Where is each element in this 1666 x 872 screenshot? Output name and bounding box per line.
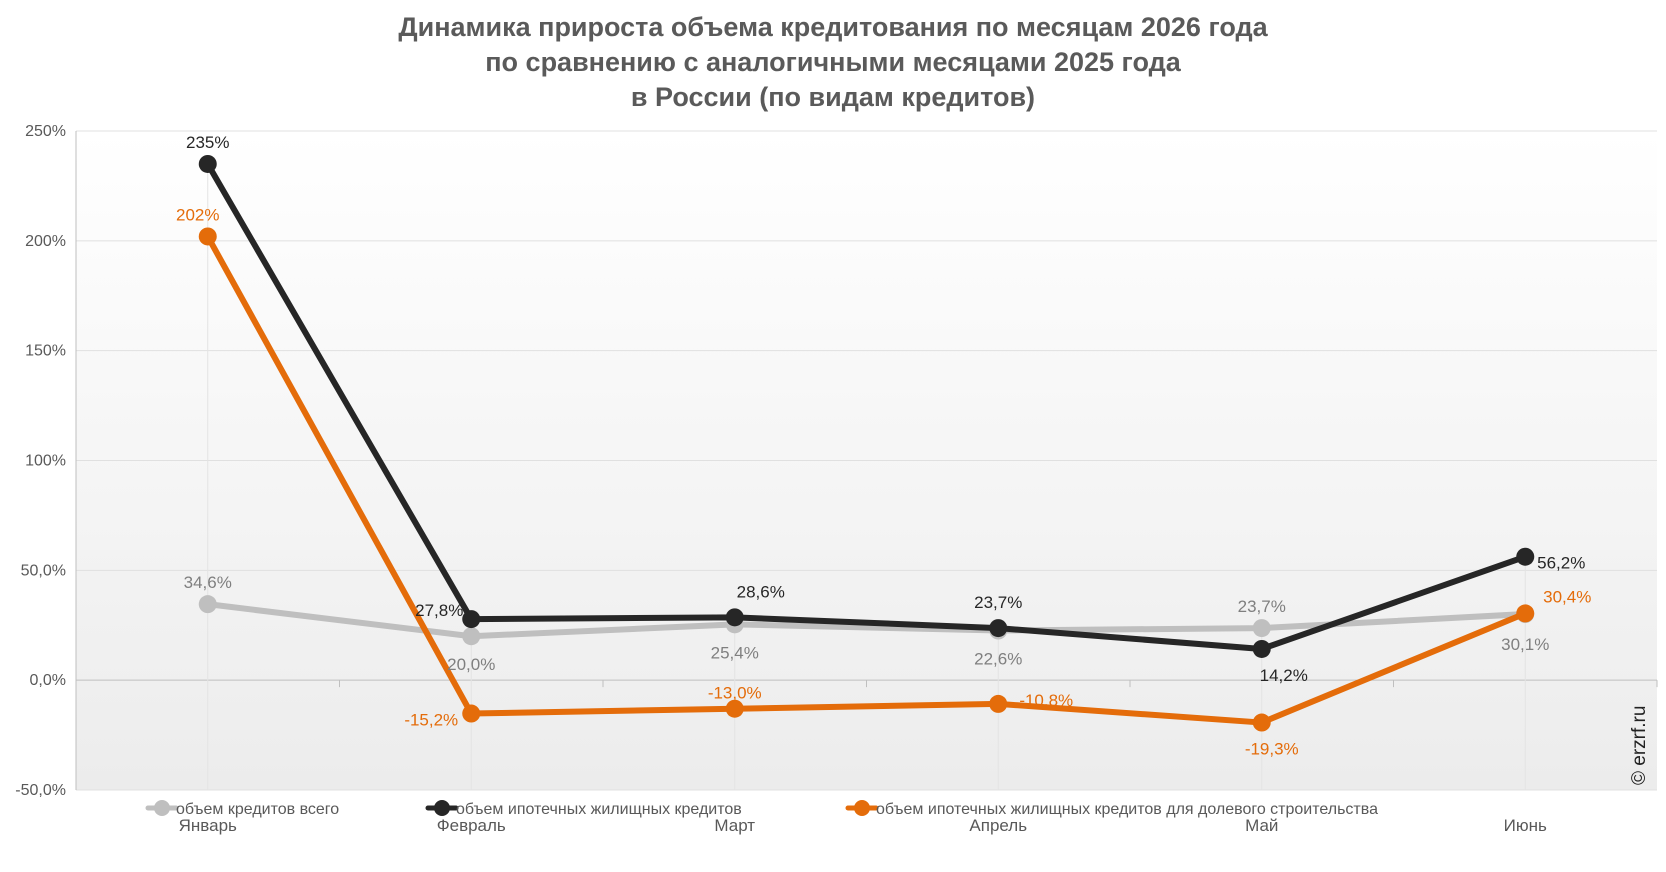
legend-marker <box>434 800 450 816</box>
data-point <box>462 610 481 629</box>
chart-title-line-1: Динамика прироста объема кредитования по… <box>398 12 1268 42</box>
chart-title-line-2: по сравнению с аналогичными месяцами 202… <box>485 47 1181 77</box>
legend-marker <box>154 800 170 816</box>
data-point <box>989 694 1008 713</box>
legend-label: объем ипотечных жилищных кредитов для до… <box>876 801 1378 818</box>
data-label: 30,4% <box>1543 587 1591 606</box>
y-axis: 250% 200% 150% 100% 50,0% 0,0% -50,0% <box>15 123 66 799</box>
data-point <box>462 627 481 646</box>
data-label: 23,7% <box>974 593 1022 612</box>
data-point <box>1252 619 1271 638</box>
x-tick-label: Март <box>714 816 755 835</box>
chart-title-line-3: в России (по видам кредитов) <box>631 82 1035 112</box>
data-point <box>989 619 1008 638</box>
data-point <box>1516 547 1535 566</box>
data-label: -19,3% <box>1245 740 1299 759</box>
x-axis: Январь Февраль Март Апрель Май Июнь <box>75 680 1658 835</box>
y-tick-label: 150% <box>25 343 66 360</box>
data-labels: 34,6% 20,0% 25,4% 22,6% 23,7% 30,1% 235% 27,8% 2… <box>176 133 1591 759</box>
data-point <box>462 704 481 723</box>
y-tick-label: 200% <box>25 233 66 250</box>
legend: объем кредитов всего объем ипотечных жили… <box>145 800 1378 818</box>
legend-label: объем ипотечных жилищных кредитов <box>456 801 742 818</box>
data-label: 23,7% <box>1238 597 1286 616</box>
data-label: 20,0% <box>447 655 495 674</box>
y-tick-label: 50,0% <box>21 562 66 579</box>
series-line-1 <box>204 160 1529 652</box>
data-label: -15,2% <box>404 711 458 730</box>
data-point <box>1252 639 1271 658</box>
series-line-2 <box>204 233 1529 726</box>
data-point <box>725 699 744 718</box>
data-label: 27,8% <box>415 601 463 620</box>
data-point <box>198 154 217 173</box>
y-tick-label: 100% <box>25 453 66 470</box>
data-label: 25,4% <box>711 643 759 662</box>
legend-label: объем кредитов всего <box>176 801 339 818</box>
x-tick-label: Февраль <box>437 816 506 835</box>
data-label: 28,6% <box>737 582 785 601</box>
data-point <box>725 608 744 627</box>
data-point <box>1516 604 1535 623</box>
chart-title: Динамика прироста объема кредитования по… <box>398 12 1268 112</box>
series-group <box>198 154 1535 732</box>
x-tick-label: Май <box>1245 816 1278 835</box>
y-tick-label: -50,0% <box>15 782 66 799</box>
data-label: 22,6% <box>974 650 1022 669</box>
data-label: 202% <box>176 205 219 224</box>
data-point <box>198 227 217 246</box>
x-tick-label: Январь <box>179 816 237 835</box>
y-tick-label: 250% <box>25 123 66 140</box>
data-label: 235% <box>186 133 229 152</box>
legend-marker <box>854 800 870 816</box>
data-point <box>1252 713 1271 732</box>
data-label: 30,1% <box>1501 635 1549 654</box>
data-label: -10,8% <box>1019 691 1073 710</box>
data-label: 34,6% <box>184 573 232 592</box>
watermark: © erzrf.ru <box>1629 706 1650 785</box>
data-label: 14,2% <box>1260 666 1308 685</box>
data-point <box>198 595 217 614</box>
x-tick-label: Апрель <box>969 816 1027 835</box>
data-label: 56,2% <box>1537 554 1585 573</box>
data-label: -13,0% <box>708 684 762 703</box>
y-tick-label: 0,0% <box>30 672 66 689</box>
x-tick-label: Июнь <box>1504 816 1547 835</box>
